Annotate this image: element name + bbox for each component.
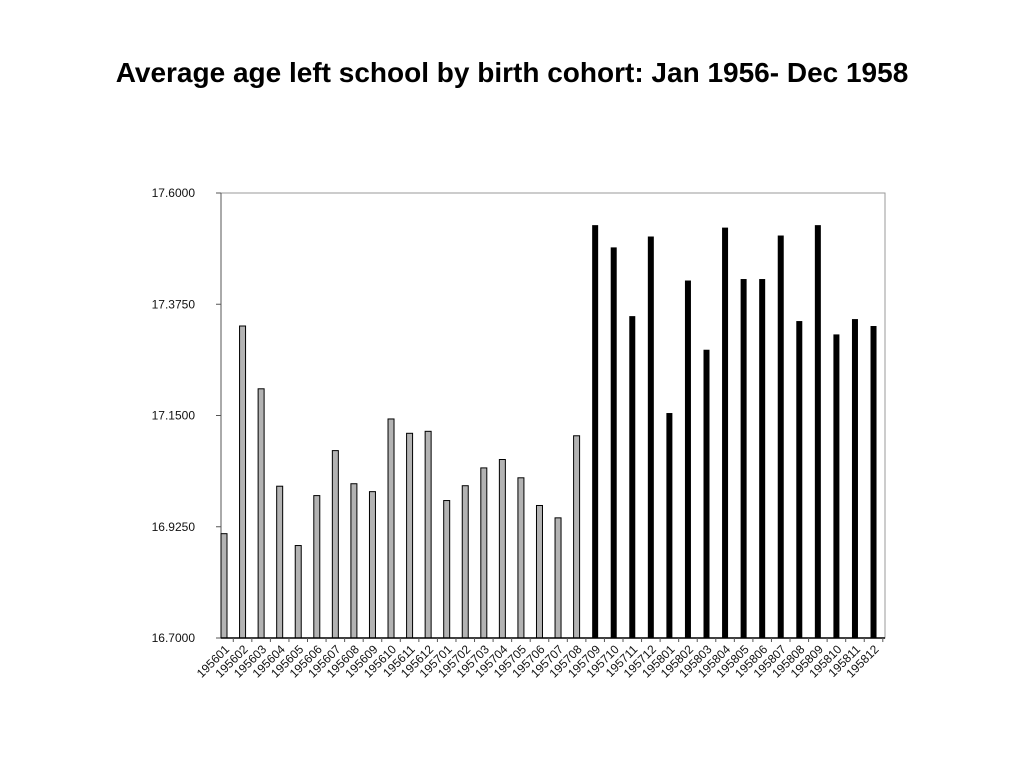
bar-195609	[368, 491, 376, 639]
x-axis: 1956011956021956031956041956051956061956…	[194, 637, 885, 680]
bar-195608	[350, 483, 358, 639]
bar-195607	[331, 450, 339, 639]
bar-195801	[666, 413, 673, 638]
bar-195708	[573, 435, 581, 639]
bar-195709	[592, 225, 599, 638]
bar-195606	[313, 495, 321, 639]
y-axis: 16.7000 16.9250 17.1500 17.3750 17.6000	[152, 186, 222, 645]
y-tick-label: 16.7000	[152, 631, 196, 645]
bar-195706	[535, 504, 543, 639]
bar-195704	[498, 459, 506, 639]
bar-195611	[406, 432, 414, 639]
plot-area	[220, 192, 886, 639]
bar-195804	[722, 227, 729, 638]
bars	[220, 225, 877, 639]
plot-border	[220, 192, 886, 639]
bar-195701	[443, 500, 451, 639]
chart-title: Average age left school by birth cohort:…	[115, 57, 909, 88]
bar-195702	[461, 485, 469, 639]
y-tick-label: 16.9250	[152, 520, 196, 534]
bar-195812	[870, 326, 877, 638]
bar-195604	[276, 485, 284, 639]
bar-195710	[610, 247, 617, 638]
bar-195808	[796, 321, 803, 638]
bar-195811	[851, 319, 858, 638]
bar-195712	[647, 236, 654, 638]
bar-195803	[703, 349, 710, 638]
bar-195807	[777, 235, 784, 638]
bar-195603	[257, 388, 265, 639]
bar-195703	[480, 467, 488, 639]
bar-195711	[629, 316, 636, 638]
bar-195601	[220, 533, 228, 639]
y-tick-label: 17.1500	[152, 409, 196, 423]
bar-195707	[554, 517, 562, 639]
bar-195806	[759, 279, 766, 638]
bar-195705	[517, 477, 525, 639]
bar-195809	[814, 225, 821, 638]
bar-195602	[239, 325, 247, 639]
bar-195605	[294, 545, 302, 639]
bar-195612	[424, 430, 432, 639]
bar-195610	[387, 418, 395, 639]
bar-195802	[684, 280, 691, 638]
bar-195810	[833, 334, 840, 638]
bar-195805	[740, 279, 747, 638]
y-tick-label: 17.3750	[152, 297, 196, 311]
y-tick-label: 17.6000	[152, 186, 196, 200]
